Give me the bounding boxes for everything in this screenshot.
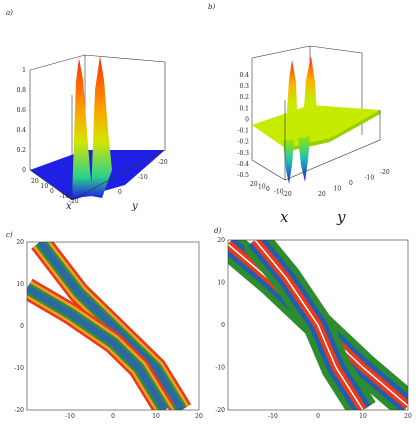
panel-d-contour-plot: d) -10 0 10 20 20 10 0 -10 -20 (214, 227, 412, 420)
panel-b-z-tick-label: -0.2 (237, 139, 249, 146)
panel-a-y-tick-label: 0 (118, 189, 122, 196)
panel-b-z-tick-label: 0.2 (239, 94, 249, 101)
panel-b-z-tick-label: -0.4 (237, 161, 249, 168)
panel-a-x-tick-label: -10 (60, 193, 70, 200)
panel-a-x-axis-label: x (66, 201, 72, 212)
panel-b-y-tick-label: 20 (318, 191, 326, 198)
panel-d-contour-bands (228, 240, 408, 410)
panel-a-z-tick-label: 0.4 (16, 127, 26, 134)
panel-a-x-tick-label: 20 (31, 178, 39, 185)
panel-b-left-crest (285, 60, 298, 140)
panel-a-z-tick-label: 0.6 (16, 107, 26, 114)
panel-b-z-ticks: 0.4 0.3 0.2 0.1 0 -0.1 -0.2 -0.3 -0.4 -0.5 (237, 72, 249, 179)
panel-b-right-crest (302, 56, 318, 135)
panel-a-x-tick-label: 0 (50, 188, 54, 195)
panel-b-surface-plot: b) 0.40.30.20.10-0.1-0.2-0.3-0.4-0.5 20 1… (208, 3, 390, 226)
panel-d-x-tick-label: 20 (404, 413, 412, 420)
panel-d-x-ticks: -10 0 10 20 (268, 413, 412, 420)
panel-c-y-tick-label: 10 (16, 281, 24, 288)
panel-c-x-tick-label: 10 (152, 413, 160, 420)
panel-c-band-2-layer-4 (27, 285, 168, 410)
panel-b-x-ticks: 20 10 0 -10-20 (250, 181, 292, 198)
panel-b-z-tick-label: -0.1 (237, 128, 249, 135)
panel-c-x-ticks: -10 0 10 20 (65, 413, 203, 420)
panel-b-trough-left (283, 140, 294, 184)
panel-b-y-tick-label: 10 (334, 186, 342, 193)
panel-a-z-tick-label: 1 (22, 67, 26, 74)
panel-c-y-tick-label: -20 (14, 407, 24, 414)
panel-a-x-tick-label: 10 (41, 183, 49, 190)
panel-d-x-tick-label: 10 (359, 413, 367, 420)
panel-a-y-ticks: 0 -10 -20 (118, 159, 168, 196)
panel-a-z-ticks: 0 0.2 0.4 0.6 0.8 1 (16, 67, 26, 174)
panel-a-z-tick-label: 0.8 (16, 87, 26, 94)
panel-d-y-ticks: 20 10 0 -10 -20 (215, 237, 225, 414)
panel-b-x-tick-label: -20 (282, 191, 292, 198)
panel-d-y-tick-label: 0 (221, 322, 225, 329)
panel-c-contour-plot: c) -10 0 10 20 20 10 0 -10 -20 (6, 231, 203, 420)
panel-d-x-tick-label: 0 (316, 413, 320, 420)
panel-a-z-tick-label: 0.2 (16, 147, 26, 154)
panel-b-y-tick-label: -10 (365, 175, 375, 182)
panel-b-y-axis-label: y (336, 208, 346, 226)
panel-b-z-tick-label: 0.3 (239, 83, 249, 90)
panel-b-y-tick-label: -20 (380, 169, 390, 176)
panel-b-label: b) (208, 3, 215, 11)
panel-a-x-tick-label: -20 (69, 198, 79, 205)
panel-b-x-tick-label: -10 (274, 189, 284, 196)
panel-b-x-axis-label: x (280, 208, 289, 226)
panel-b-z-tick-label: -0.5 (237, 172, 249, 179)
panel-c-frame (26, 241, 200, 411)
panel-c-band-1-layer-4 (37, 242, 185, 410)
panel-b-z-tick-label: -0.3 (237, 150, 249, 157)
panel-a-right-crest (91, 56, 112, 198)
panel-a-y-axis-label: y (131, 201, 138, 212)
panel-a-left-crest (72, 58, 93, 198)
panel-c-y-tick-label: -10 (14, 365, 24, 372)
panel-b-y-ticks: 20 10 0 -10 -20 (318, 169, 390, 198)
panel-c-y-tick-label: 20 (16, 239, 24, 246)
panel-c-x-tick-label: 0 (111, 413, 115, 420)
panel-b-x-tick-label: 20 (250, 181, 258, 188)
panel-d-frame (227, 239, 409, 411)
panel-d-x-tick-label: -10 (268, 413, 278, 420)
panel-c-x-tick-label: -10 (65, 413, 75, 420)
panel-b-x-tick-label: 0 (266, 186, 270, 193)
panel-b-y-tick-label: 0 (349, 180, 353, 187)
panel-d-label: d) (214, 227, 221, 235)
panel-a-y-tick-label: -10 (138, 174, 148, 181)
panel-a-z-tick-label: 0 (22, 167, 26, 174)
panel-b-z-tick-label: 0 (245, 116, 249, 123)
panel-d-y-tick-label: -10 (215, 365, 225, 372)
panel-c-y-ticks: 20 10 0 -10 -20 (14, 239, 24, 414)
panel-b-x-tick-label: 10 (258, 184, 266, 191)
panel-a-label: a) (6, 9, 13, 17)
panel-b-z-tick-label: 0.4 (239, 72, 249, 79)
panel-d-y-tick-label: 10 (217, 280, 225, 287)
panel-d-y-tick-label: -20 (215, 407, 225, 414)
panel-c-label: c) (6, 231, 13, 239)
panel-b-trough-right (298, 136, 310, 182)
panel-d-y-tick-label: 20 (217, 237, 225, 244)
panel-c-x-tick-label: 20 (195, 413, 203, 420)
panel-a-y-tick-label: -20 (158, 159, 168, 166)
panel-d-band-2-layer-4 (254, 240, 364, 410)
panel-c-contour-bands (27, 242, 192, 410)
panel-c-y-tick-label: 0 (20, 323, 24, 330)
panel-b-z-tick-label: 0.1 (239, 105, 249, 112)
